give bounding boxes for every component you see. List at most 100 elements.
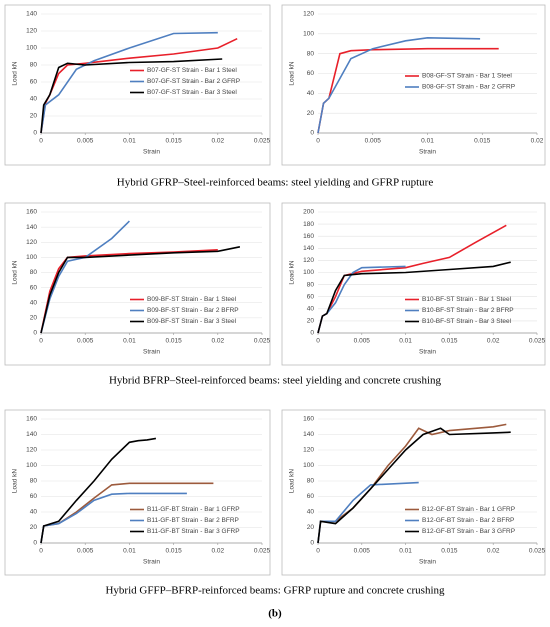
x-tick-label: 0.015 [441,338,458,345]
series-line [40,58,223,134]
x-tick-label: 0.025 [254,338,271,345]
y-tick-label: 0 [33,130,37,137]
y-tick-label: 60 [307,493,315,500]
x-tick-label: 0.02 [211,138,224,145]
y-tick-label: 80 [307,50,315,57]
y-tick-label: 20 [30,524,38,531]
y-tick-label: 20 [307,318,315,325]
y-tick-label: 160 [26,416,37,423]
legend-label: B11-GF-BT Strain - Bar 3 GFRP [147,528,240,535]
y-tick-label: 140 [26,224,37,231]
legend-label: B07-GF-ST Strain - Bar 2 GFRP [147,78,240,85]
x-tick-label: 0.01 [399,548,412,555]
x-tick-label: 0 [316,138,320,145]
series-line [317,36,481,134]
legend-label: B09-BF-ST Strain - Bar 1 Steel [147,296,237,303]
y-tick-label: 180 [303,221,314,228]
x-tick-label: 0.025 [254,548,271,555]
x-tick-label: 0.01 [421,138,434,145]
y-tick-label: 0 [310,130,314,137]
x-tick-label: 0.02 [487,338,500,345]
y-tick-label: 0 [310,540,314,547]
legend-label: B11-GF-BT Strain - Bar 2 BFRP [147,517,239,524]
y-tick-label: 120 [303,447,314,454]
y-tick-label: 80 [30,478,38,485]
legend-label: B10-BF-ST Strain - Bar 3 Steel [422,318,512,325]
x-axis-label: Strain [419,149,436,156]
y-tick-label: 0 [33,330,37,337]
y-tick-label: 40 [307,509,315,516]
y-tick-label: 140 [303,431,314,438]
y-tick-label: 160 [303,416,314,423]
x-tick-label: 0.025 [254,138,271,145]
y-tick-label: 120 [303,257,314,264]
x-tick-label: 0 [316,338,320,345]
y-tick-label: 80 [307,478,315,485]
x-tick-label: 0.005 [77,338,94,345]
x-tick-label: 0.015 [441,548,458,555]
series-line [317,427,511,544]
y-axis-label: Load kN [289,260,296,285]
y-tick-label: 80 [30,62,38,69]
caption: Hybrid GFFP–BFRP-reinforced beams: GFRP … [105,585,445,597]
x-tick-label: 0.025 [529,338,546,345]
legend-label: B10-BF-ST Strain - Bar 1 Steel [422,296,512,303]
y-tick-label: 120 [26,28,37,35]
panel-frame [4,202,271,366]
x-tick-label: 0 [39,338,43,345]
panel-frame [281,202,546,366]
x-tick-label: 0.015 [474,138,491,145]
caption: Hybrid GFRP–Steel-reinforced beams: stee… [117,177,434,189]
legend-label: B07-GF-ST Strain - Bar 1 Steel [147,67,237,74]
x-axis-label: Strain [143,149,160,156]
y-tick-label: 160 [303,233,314,240]
legend-label: B08-GF-ST Strain - Bar 2 GFRP [422,84,515,91]
y-tick-label: 0 [310,330,314,337]
series-line [40,437,157,544]
legend-label: B09-BF-ST Strain - Bar 3 Steel [147,318,237,325]
x-tick-label: 0.015 [165,548,182,555]
x-tick-label: 0 [39,548,43,555]
y-axis-label: Load kN [289,469,296,494]
y-tick-label: 80 [307,281,315,288]
x-tick-label: 0.015 [165,338,182,345]
y-tick-label: 60 [307,293,315,300]
y-tick-label: 100 [303,462,314,469]
x-tick-label: 0.005 [77,138,94,145]
series-line [40,220,130,334]
x-tick-label: 0.01 [123,338,136,345]
y-tick-label: 0 [33,540,37,547]
y-tick-label: 100 [26,45,37,52]
legend-label: B12-GF-BT Strain - Bar 3 GFRP [422,528,515,535]
y-tick-label: 20 [30,315,38,322]
y-tick-label: 40 [307,306,315,313]
y-tick-label: 140 [26,431,37,438]
x-tick-label: 0.005 [354,548,371,555]
x-tick-label: 0.01 [123,548,136,555]
y-tick-label: 100 [26,254,37,261]
series-line [40,246,241,334]
legend-label: B11-GF-BT Strain - Bar 1 GFRP [147,506,240,513]
legend-label: B10-BF-ST Strain - Bar 2 BFRP [422,307,514,314]
y-tick-label: 120 [303,11,314,18]
legend-label: B07-GF-ST Strain - Bar 3 Steel [147,89,237,96]
y-axis-label: Load kN [12,469,19,494]
y-tick-label: 40 [30,96,38,103]
series-line [317,261,511,334]
y-tick-label: 140 [26,11,37,18]
y-tick-label: 20 [307,110,315,117]
y-tick-label: 100 [303,269,314,276]
x-tick-label: 0.005 [77,548,94,555]
panel-frame [4,4,271,166]
caption: Hybrid BFRP–Steel-reinforced beams: stee… [109,375,442,387]
y-tick-label: 40 [307,90,315,97]
y-axis-label: Load kN [12,260,19,285]
y-tick-label: 100 [26,462,37,469]
y-tick-label: 80 [30,269,38,276]
y-axis-label: Load kN [289,61,296,86]
x-tick-label: 0 [39,138,43,145]
x-axis-label: Strain [143,559,160,566]
x-tick-label: 0 [316,548,320,555]
x-tick-label: 0.02 [211,548,224,555]
